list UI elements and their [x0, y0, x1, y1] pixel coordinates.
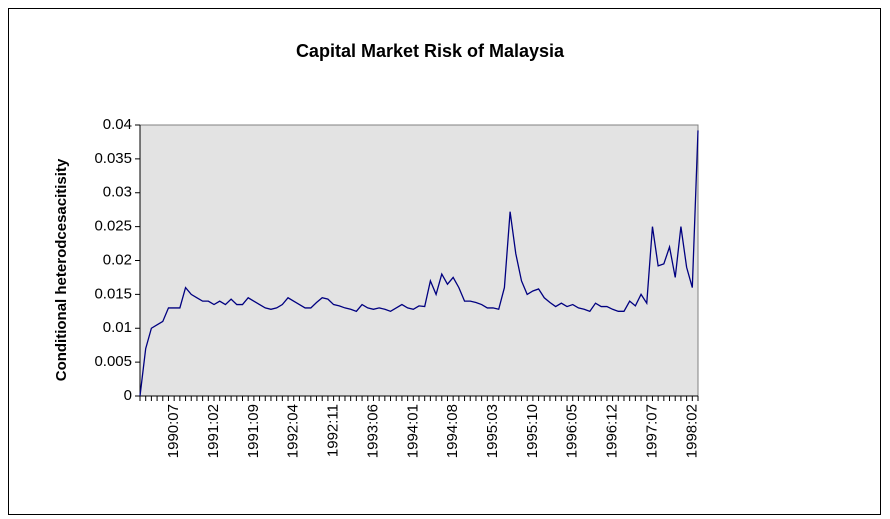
- x-tick-label: 1996:12: [604, 404, 621, 458]
- x-tick-label: 1991:02: [205, 404, 222, 458]
- x-tick-label: 1994:08: [444, 404, 461, 458]
- x-tick-label: 1992:11: [325, 404, 342, 457]
- y-tick-label: 0.03: [103, 184, 132, 201]
- data-line: [139, 130, 699, 397]
- y-tick-label: 0.025: [94, 218, 132, 235]
- x-tick-label: 1993:06: [364, 404, 381, 458]
- plot-area: [139, 124, 699, 397]
- y-tick-label: 0.02: [103, 251, 132, 268]
- x-tick-label: 1998:02: [683, 404, 700, 458]
- x-tick-label: 1995:03: [484, 404, 501, 458]
- x-tick-label: 1994:01: [404, 404, 421, 458]
- y-tick-label: 0: [124, 387, 132, 404]
- y-axis-label: Conditional heterodcesacitisity: [53, 158, 70, 381]
- y-tick-label: 0.005: [94, 353, 132, 370]
- x-tick-label: 1997:07: [643, 404, 660, 458]
- x-tick-label: 1992:04: [285, 404, 302, 458]
- y-tick-label: 0.04: [103, 116, 132, 133]
- chart-title: Capital Market Risk of Malaysia: [296, 41, 565, 61]
- x-tick-label: 1990:07: [165, 404, 182, 458]
- y-tick-label: 0.035: [94, 150, 132, 167]
- y-tick-label: 0.01: [103, 319, 132, 336]
- x-tick-label: 1996:05: [564, 404, 581, 458]
- x-tick-label: 1991:09: [245, 404, 262, 458]
- x-tick-label: 1995:10: [524, 404, 541, 458]
- y-tick-label: 0.015: [94, 285, 132, 302]
